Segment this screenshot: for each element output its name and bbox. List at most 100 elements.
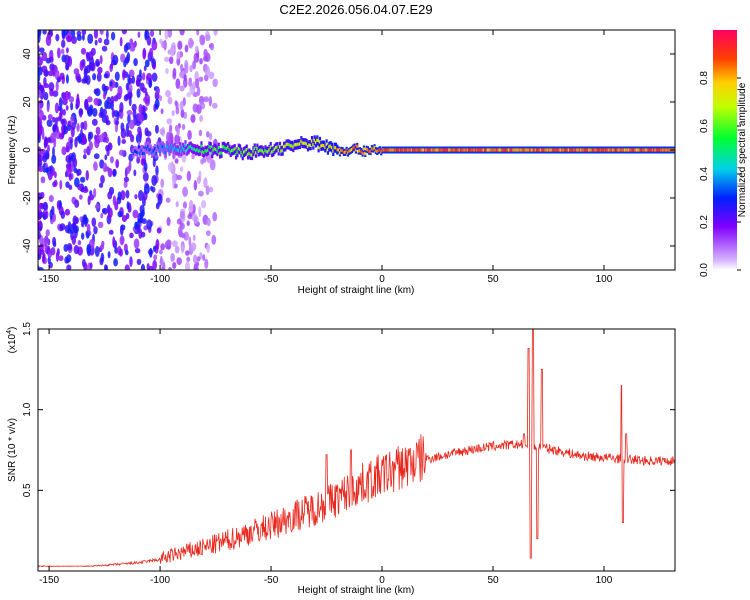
spectrogram-ridge-cell bbox=[369, 149, 372, 154]
spectrogram-cell bbox=[86, 243, 92, 255]
spectrogram-cell bbox=[165, 67, 169, 75]
spectrogram-cell bbox=[154, 98, 160, 109]
snr-x-tick-label: -100 bbox=[150, 575, 170, 586]
spectrogram-ridge-cell bbox=[618, 148, 621, 152]
spectrogram-cell bbox=[155, 238, 160, 250]
spectrogram-ridge-cell bbox=[454, 148, 457, 152]
spectrogram-cell bbox=[117, 210, 123, 218]
spectrogram-ridge-cell bbox=[534, 148, 537, 152]
spectrogram-cell bbox=[211, 234, 217, 245]
spectrogram-cell bbox=[196, 30, 200, 36]
spectrogram-ridge-cell bbox=[392, 148, 395, 152]
spectrogram-cell bbox=[51, 166, 56, 176]
spectrogram-ridge-cell bbox=[306, 144, 310, 149]
spectrogram-cell bbox=[44, 242, 48, 254]
spectrogram-ridge-cell bbox=[286, 142, 290, 146]
spectrogram-ridge-cell bbox=[613, 148, 616, 152]
spectrogram-ridge-cell bbox=[655, 148, 658, 152]
spectrogram-cell bbox=[95, 126, 101, 136]
spectrogram-ridge-cell bbox=[300, 139, 303, 143]
spectrogram-ridge-cell bbox=[242, 150, 246, 154]
snr-frame bbox=[37, 328, 676, 572]
spectrogram-cell bbox=[103, 73, 109, 79]
spectrogram-ridge-cell bbox=[510, 148, 513, 152]
spectrogram-cell bbox=[212, 78, 218, 88]
spectrogram-cell bbox=[127, 130, 132, 138]
spectrogram-cell bbox=[38, 124, 43, 136]
spectrogram-cell bbox=[128, 96, 132, 107]
spectrogram-cell bbox=[159, 95, 163, 102]
spectrogram-ridge-cell bbox=[262, 151, 266, 155]
spectrogram-ridge-cell bbox=[179, 145, 182, 149]
spectrogram-cell bbox=[123, 94, 129, 102]
spectrogram-y-axis-label: Frequency (Hz) bbox=[7, 116, 18, 185]
snr-y-tick-label: 1.0 bbox=[22, 402, 33, 416]
spectrogram-ridge-cell bbox=[159, 149, 162, 153]
spectrogram-ridge-cell bbox=[555, 148, 559, 152]
spectrogram-ridge-cell bbox=[418, 148, 421, 152]
spectrogram-cell bbox=[51, 205, 55, 216]
spectrogram-ridge-cell bbox=[372, 147, 375, 151]
spectrogram-ridge-cell bbox=[495, 148, 499, 152]
spectrogram-ridge-cell bbox=[440, 148, 443, 152]
spectrogram-cell bbox=[38, 204, 42, 212]
spectrogram-cell bbox=[123, 176, 130, 183]
spectrogram-cell bbox=[208, 71, 215, 80]
spectrogram-ridge-cell bbox=[603, 148, 607, 152]
spectrogram-ridge-cell bbox=[554, 148, 557, 152]
spectrogram-ridge-cell bbox=[273, 147, 276, 151]
spectrogram-cell bbox=[89, 190, 93, 196]
spectrogram-cell bbox=[186, 256, 191, 262]
spectrogram-y-tick-label: 40 bbox=[22, 48, 33, 60]
spectrogram-cell bbox=[129, 256, 133, 267]
spectrogram-cell bbox=[61, 124, 65, 134]
spectrogram-ridge-cell bbox=[329, 144, 332, 148]
spectrogram-ridge-cell bbox=[466, 148, 469, 152]
spectrogram-cell bbox=[75, 72, 81, 81]
spectrogram-cell bbox=[185, 250, 190, 256]
spectrogram-cell bbox=[86, 223, 91, 234]
spectrogram-ridge-cell bbox=[426, 148, 429, 152]
spectrogram-ridge-cell bbox=[382, 148, 385, 152]
spectrogram-ridge-cell bbox=[518, 148, 521, 152]
spectrogram-ridge-cell bbox=[571, 148, 575, 152]
spectrogram-cell bbox=[199, 58, 203, 65]
spectrogram-cell bbox=[128, 153, 134, 162]
spectrogram-ridge-cell bbox=[511, 148, 515, 152]
spectrogram-ridge-cell bbox=[434, 148, 437, 152]
spectrogram-ridge-cell bbox=[485, 148, 488, 152]
spectrogram-cell bbox=[113, 258, 118, 267]
snr-series-line bbox=[38, 329, 675, 568]
spectrogram-y-tick-label: 20 bbox=[22, 96, 33, 108]
spectrogram-ridge-cell bbox=[350, 148, 354, 152]
spectrogram-cell bbox=[56, 77, 60, 83]
spectrogram-cell bbox=[135, 120, 141, 127]
spectrogram-cell bbox=[68, 184, 73, 191]
spectrogram-cell bbox=[58, 255, 64, 262]
spectrogram-cell bbox=[73, 68, 80, 75]
spectrogram-ridge-cell bbox=[278, 145, 282, 149]
spectrogram-ridge-cell bbox=[225, 146, 228, 151]
spectrogram-ridge-cell bbox=[135, 149, 138, 154]
spectrogram-cell bbox=[67, 228, 72, 234]
spectrogram-cell bbox=[196, 86, 201, 97]
spectrogram-cell bbox=[65, 74, 69, 84]
spectrogram-cell bbox=[40, 176, 46, 184]
spectrogram-cell bbox=[74, 199, 80, 209]
spectrogram-cell bbox=[155, 202, 160, 210]
spectrogram-cell bbox=[174, 245, 180, 254]
spectrogram-cell bbox=[181, 152, 187, 163]
spectrogram-cell bbox=[52, 124, 57, 133]
spectrogram-y-tick-label: 0 bbox=[22, 147, 33, 153]
spectrogram-cell bbox=[204, 258, 209, 270]
spectrogram-cell bbox=[131, 75, 136, 84]
spectrogram-ridge-cell bbox=[144, 145, 147, 149]
spectrogram-cell bbox=[86, 106, 93, 117]
spectrogram-cell bbox=[103, 38, 110, 46]
spectrogram-cell bbox=[45, 167, 49, 173]
spectrogram-cell bbox=[72, 221, 77, 231]
spectrogram-cell bbox=[192, 60, 197, 70]
spectrogram-cell bbox=[149, 30, 155, 37]
spectrogram-ridge-cell bbox=[321, 143, 324, 148]
spectrogram-cell bbox=[52, 90, 59, 97]
